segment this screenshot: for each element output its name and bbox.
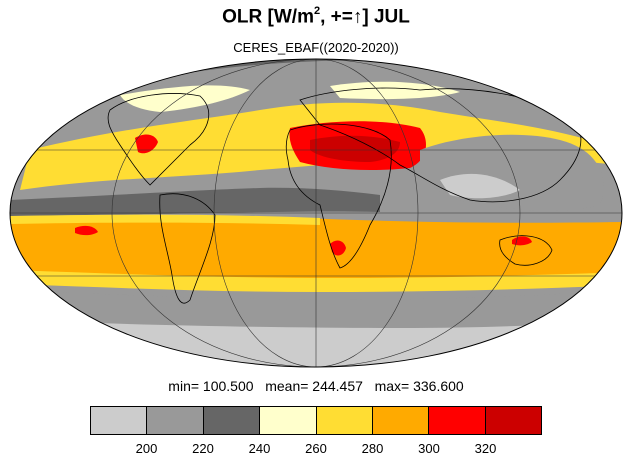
field-usa-hot [135, 134, 158, 154]
colorbar-tick-label: 280 [361, 441, 384, 456]
colorbar-tick-label: 220 [192, 441, 214, 456]
field-south-yellow [10, 214, 320, 225]
coast-eurasia [299, 87, 582, 203]
field-south-yellow-2 [10, 270, 622, 292]
colorbar-swatch [429, 407, 486, 434]
graticule-meridian-60 [213, 59, 419, 367]
mollweide-map [9, 58, 623, 368]
globe-outline [9, 58, 623, 368]
colorbar-tick-label: 240 [248, 441, 271, 456]
plot-title: OLR [W/m2, +=↑] JUL [222, 5, 410, 28]
colorbar-tick-label: 260 [305, 441, 327, 456]
colorbar-swatch [203, 407, 261, 434]
colorbar-swatch [147, 407, 204, 434]
field-sahara-hottest [310, 135, 400, 162]
field-pale-2 [330, 81, 460, 100]
colorbar-swatch [316, 407, 373, 434]
field-pacific-hot [75, 225, 98, 236]
colorbar-swatch [485, 407, 541, 434]
field-south-subtropic [10, 215, 622, 280]
field-africa-hot [330, 240, 346, 256]
field-pale-1 [120, 85, 250, 112]
stats-line: min= 100.500 mean= 244.457 max= 336.600 [168, 378, 464, 394]
colorbar-tick-label: 300 [418, 441, 440, 456]
graticule-meridian-120 [111, 59, 521, 367]
colorbar-swatch [91, 407, 148, 434]
field-south-midlat [10, 290, 622, 330]
field-monsoon-deep [440, 173, 520, 199]
colorbar-swatch [260, 407, 317, 434]
colorbar [90, 406, 542, 435]
coast-north-america [107, 93, 209, 186]
field-itcz [10, 187, 380, 216]
colorbar-tick-label: 320 [474, 441, 497, 456]
coast-australia [499, 235, 553, 266]
coast-africa [285, 123, 392, 269]
colorbar-tick-label: 200 [135, 441, 158, 456]
coast-south-america [159, 193, 216, 304]
colorbar-swatch [372, 407, 430, 434]
graticule [10, 59, 622, 367]
coastlines [107, 87, 582, 304]
plot-subtitle: CERES_EBAF((2020-2020)) [233, 40, 399, 55]
